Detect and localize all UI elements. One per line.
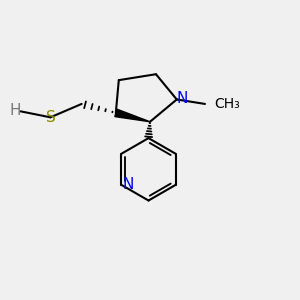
Text: S: S [46,110,55,125]
Text: N: N [122,177,134,192]
Polygon shape [115,109,150,122]
Text: CH₃: CH₃ [214,97,240,111]
Text: H: H [9,103,20,118]
Text: N: N [176,92,188,106]
